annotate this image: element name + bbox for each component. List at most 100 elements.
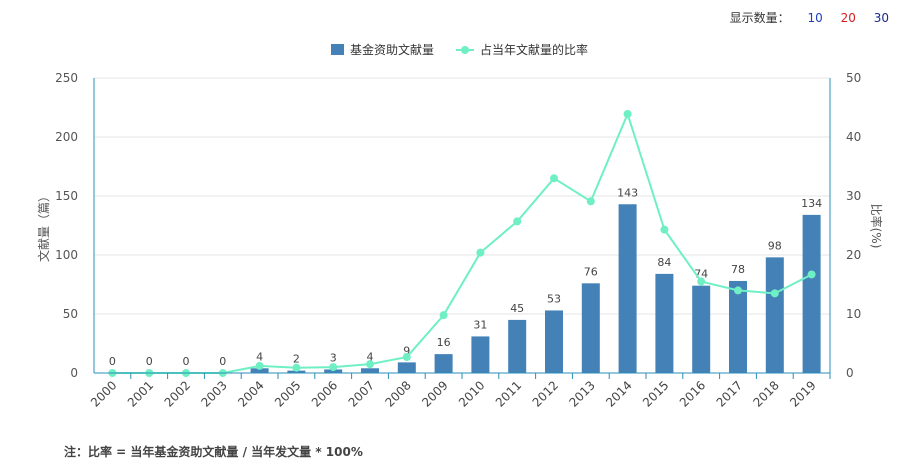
ratio-point [255,361,264,370]
y-right-tick-label: 0 [846,366,854,380]
bar-value-label: 4 [367,350,374,363]
bar-value-label: 31 [473,318,487,331]
x-tick-label: 2008 [382,378,413,409]
x-tick-label: 2013 [566,378,597,409]
bar [324,369,343,373]
display-count-control: 显示数量： 10 20 30 [726,9,889,26]
bar-value-label: 98 [768,239,782,252]
bar [250,368,269,373]
bar-value-label: 0 [183,355,190,368]
x-tick-label: 2006 [309,378,340,409]
x-tick-label: 2001 [125,378,156,409]
legend-bar-swatch[interactable] [331,44,344,55]
left-axis-ticks: 0 50 100 150 200 250 [55,71,78,380]
x-tick-label: 2017 [714,378,745,409]
bar-value-label: 3 [330,351,337,364]
x-tick-label: 2016 [677,378,708,409]
ratio-point [402,353,411,362]
bar-value-label: 143 [617,186,638,199]
ratio-point [697,277,706,286]
grid [94,77,830,315]
ratio-point [439,311,448,320]
bar [729,280,747,373]
right-axis-ticks: 0 10 20 30 40 50 [846,71,861,380]
ratio-point [623,109,632,118]
ratio-point [807,270,816,279]
bar-value-label: 16 [437,336,451,349]
bar-value-label: 53 [547,292,561,305]
bar-value-label: 0 [146,355,153,368]
x-tick-label: 2003 [198,378,229,409]
bar [508,319,527,373]
display-count-label: 显示数量： [729,11,790,25]
bar [655,273,674,373]
x-tick-label: 2010 [456,378,487,409]
bar-value-label: 45 [510,302,524,315]
y-right-tick-label: 30 [846,189,861,203]
x-tick-label: 2002 [162,378,193,409]
bar [287,370,306,373]
bar-value-label: 78 [731,263,745,276]
display-count-option-10[interactable]: 10 [807,11,823,25]
x-tick-label: 2005 [272,378,303,409]
legend-bar-label[interactable]: 基金资助文献量 [350,42,434,57]
bar-value-label: 0 [109,355,116,368]
ratio-point [292,363,301,372]
y-left-tick-label: 50 [63,307,78,321]
ratio-point [366,360,374,369]
bar [802,214,821,373]
ratio-point [476,248,485,257]
ratio-point [513,217,522,226]
y-right-tick-label: 40 [846,130,861,144]
y-right-tick-label: 50 [846,71,861,85]
x-tick-label: 2012 [530,378,561,409]
x-tick-label: 2007 [346,378,377,409]
x-tick-label: 2004 [235,378,266,409]
x-tick-label: 2009 [419,378,450,409]
chart: 基金资助文献量 占当年文献量的比率 0 0 0 0 4 2 3 4 9 16 31 45 53 76 143… [36,42,884,410]
y-left-tick-label: 0 [70,366,78,380]
x-tick-label: 2018 [750,378,781,409]
display-count-option-30[interactable]: 30 [873,11,889,25]
bar-value-label: 9 [403,344,410,357]
bars [250,204,821,373]
bar [545,310,563,373]
ratio-point [770,289,779,298]
ratio-point [586,197,595,206]
ratio-point [734,286,742,295]
bar-value-label: 2 [293,353,300,366]
footnote: 注：比率 = 当年基金资助文献量 / 当年发文量 * 100% [64,445,363,459]
x-tick-label: 2015 [640,378,671,409]
y-left-tick-label: 150 [55,189,78,203]
bar-value-label: 76 [584,265,598,278]
x-tick-label: 2014 [603,378,634,409]
x-tick-label: 2019 [787,378,818,409]
x-axis-ticks: 2000 2001 2002 2003 2004 2005 2006 2007 2008 2009… [88,373,831,410]
bar [618,204,637,373]
bar-value-label: 4 [256,350,263,363]
bar [471,336,490,373]
legend: 基金资助文献量 占当年文献量的比率 [331,42,588,57]
y-axis-right-label: 比率(%) [869,204,884,249]
bar [692,285,711,373]
y-left-tick-label: 100 [55,248,78,262]
y-axis-left-label: 文献量（篇） [36,190,51,262]
bar [434,354,453,373]
bar-value-label: 134 [801,197,822,210]
ratio-point [660,225,669,234]
bar [397,362,416,373]
legend-line-marker[interactable] [461,46,469,54]
display-count-option-20[interactable]: 20 [840,11,856,25]
x-tick-label: 2011 [493,378,524,409]
legend-line-label[interactable]: 占当年文献量的比率 [480,42,588,57]
bar [765,257,784,373]
bar-value-label: 84 [657,256,671,269]
ratio-point [550,174,558,183]
ratio-point [329,363,338,372]
bar-value-label: 0 [219,355,226,368]
bar [361,368,379,373]
axes [93,78,831,374]
y-left-tick-label: 250 [55,71,78,85]
ratio-line [112,111,813,374]
